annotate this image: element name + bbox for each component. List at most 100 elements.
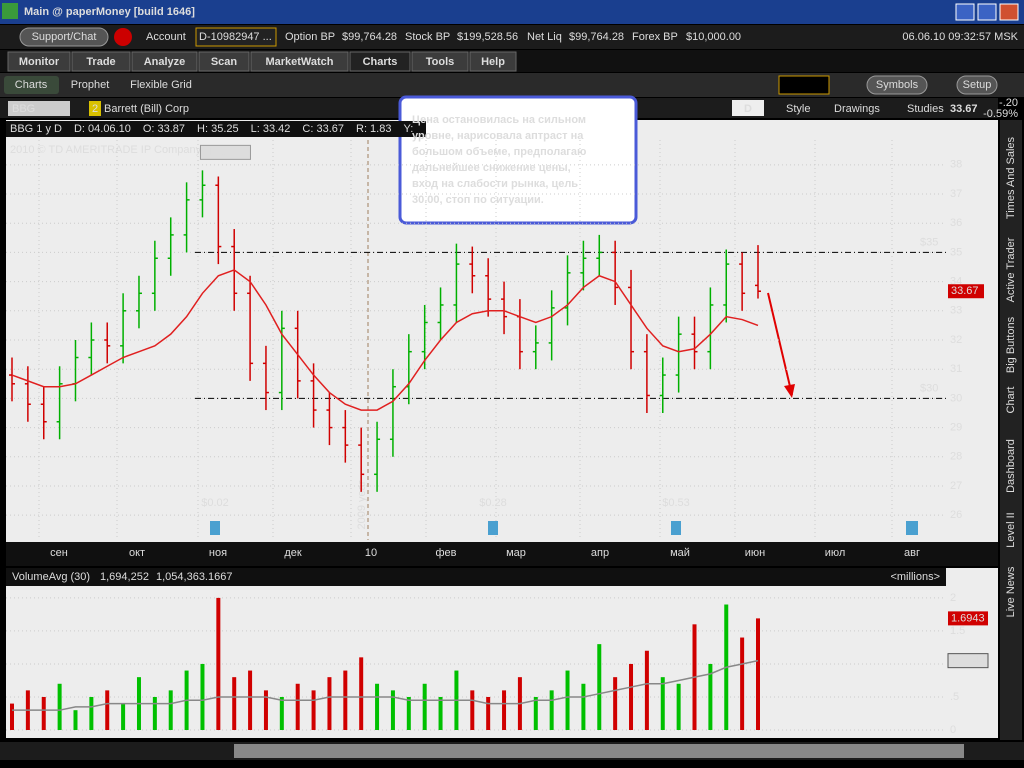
volume-avg-tag-label: 1.0544 [951, 655, 985, 667]
volume-bar [216, 597, 221, 730]
field-label: Forex BP [632, 31, 678, 43]
volume-bar [470, 690, 475, 730]
volume-tick-label: .5 [950, 691, 959, 703]
volume-bar [152, 696, 157, 730]
volume-bar [390, 690, 395, 730]
tab[interactable] [250, 51, 349, 72]
info-field: Y: [403, 123, 413, 135]
callout-line: вход на слабости рынка, цель [412, 178, 578, 190]
volume-bar [232, 677, 237, 730]
window-title: Main @ paperMoney [build 1646] [24, 6, 195, 18]
side-tab: Big Buttons [1005, 316, 1017, 373]
volume-bar [279, 696, 284, 730]
side-tab: Times And Sales [1005, 136, 1017, 219]
y-tick-label: 38 [950, 159, 962, 171]
volume-bar [10, 703, 14, 730]
drawings-button: Drawings [834, 103, 880, 115]
volume-header [6, 568, 946, 586]
tab[interactable] [411, 51, 469, 72]
tab[interactable] [198, 51, 250, 72]
volume-last: 1,694,252 [100, 571, 149, 583]
moving-average [11, 269, 759, 411]
y-tick-label: 29 [950, 421, 962, 433]
tab[interactable] [349, 51, 411, 72]
volume-bar [375, 683, 380, 730]
volume-bar [327, 677, 332, 730]
volume-bar [660, 677, 665, 730]
price-tag-label: 33.67 [951, 285, 979, 297]
volume-pane [6, 568, 946, 738]
volume-average [12, 659, 759, 711]
datetime: 06.06.10 09:32:57 MSK [902, 31, 1018, 43]
subtab-active [4, 76, 59, 94]
callout-line: Цена остановилась на сильном [412, 114, 586, 126]
info-field: C: 33.67 [302, 123, 344, 135]
link-badge [89, 101, 101, 116]
volume-avg-tag [947, 653, 989, 669]
y-tick-label: 30 [950, 392, 962, 404]
title-bar [0, 0, 1024, 24]
dividend-label: $0.28 [479, 497, 507, 509]
account-field[interactable] [195, 27, 277, 47]
x-tick-label: авг [904, 547, 920, 559]
volume-bar [676, 683, 681, 730]
support-chat: Support/Chat [32, 31, 97, 43]
side-tab: Chart [1005, 387, 1017, 414]
symbols-button[interactable] [866, 75, 928, 95]
tab-label: Monitor [19, 56, 60, 68]
minimize-button[interactable] [955, 3, 975, 21]
hi-box [199, 144, 251, 160]
last-price: 33.67 [950, 103, 978, 115]
level-label: $30 [920, 382, 938, 394]
volume-bar [343, 670, 348, 730]
dividend-icon [210, 521, 220, 535]
x-tick-label: дек [284, 547, 302, 559]
account-id: D-10982947 ... [199, 31, 272, 43]
symbol: BBG [12, 103, 35, 115]
scrollbar[interactable] [234, 744, 964, 758]
maximize-button[interactable] [977, 3, 997, 21]
volume-bar [406, 696, 411, 730]
field-label: Option BP [285, 31, 335, 43]
volume-bar [629, 663, 634, 730]
link-box[interactable] [778, 75, 830, 95]
x-tick-label: апр [591, 547, 609, 559]
x-tick-label: ноя [209, 547, 227, 559]
close-button[interactable] [999, 3, 1019, 21]
period-button[interactable] [732, 100, 764, 116]
volume-bar [613, 677, 618, 730]
setup-button[interactable] [956, 75, 998, 95]
subtab-label: Flexible Grid [130, 79, 192, 91]
side-tab: Active Trader [1005, 237, 1017, 302]
volume-bar [248, 670, 253, 730]
x-tick-label: июн [745, 547, 765, 559]
symbols-label: Symbols [876, 79, 919, 91]
studies-button: Studies [907, 103, 944, 115]
volume-bar [105, 690, 110, 730]
volume-bar [502, 690, 507, 730]
y-tick-label: 35 [950, 246, 962, 258]
link-number: 2 [92, 103, 98, 115]
subtab-bar [0, 73, 1024, 97]
alert-button[interactable] [114, 28, 132, 46]
subtab-label: Charts [15, 79, 48, 91]
field-label: Net Liq [527, 31, 562, 43]
volume-bar [121, 703, 126, 730]
dividend-label: $0.02 [201, 497, 229, 509]
support-chat-button[interactable] [19, 27, 109, 47]
tab[interactable] [469, 51, 517, 72]
x-tick-label: сен [50, 547, 68, 559]
tab[interactable] [7, 51, 71, 72]
arrow-line [767, 292, 793, 396]
level-label: $35 [920, 236, 938, 248]
tab[interactable] [71, 51, 131, 72]
tab-label: MarketWatch [265, 56, 333, 68]
volume-bar [756, 618, 760, 730]
tab-label: Tools [426, 56, 455, 68]
tab[interactable] [131, 51, 198, 72]
toolbar [0, 25, 1024, 49]
symbol-field[interactable] [8, 101, 70, 116]
tab-label: Help [481, 56, 505, 68]
field-label: Stock BP [405, 31, 450, 43]
